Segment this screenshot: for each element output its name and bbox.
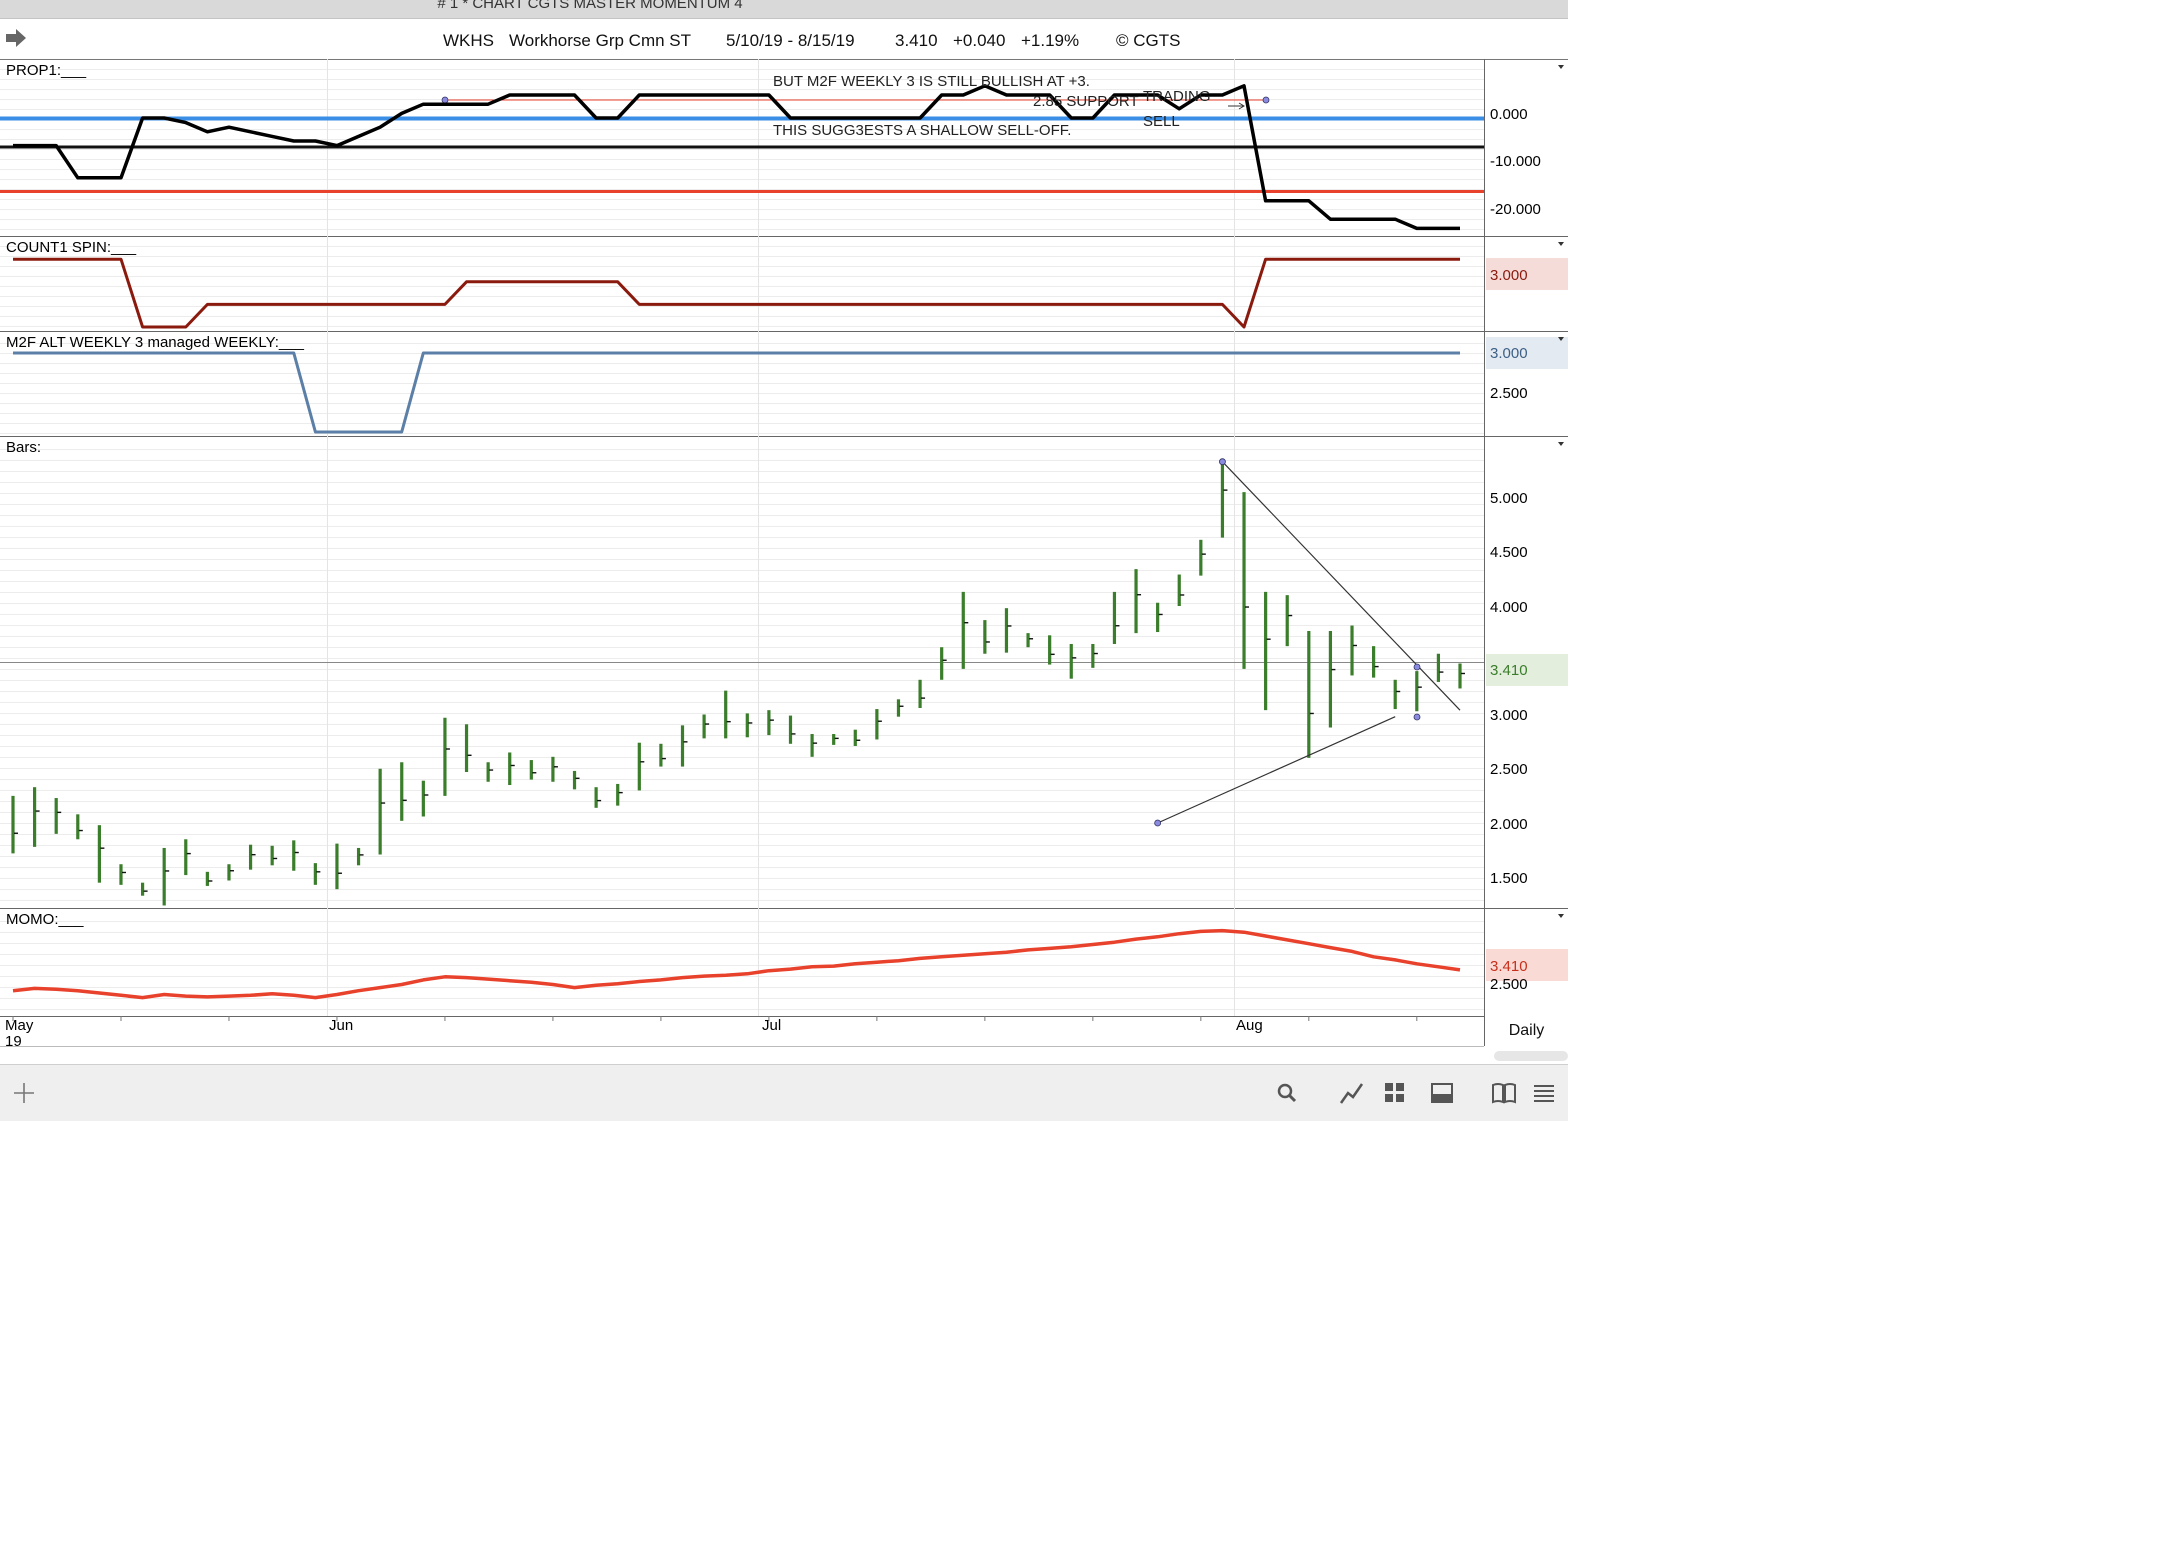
add-icon[interactable] <box>10 1079 38 1107</box>
momo-value-box <box>1486 949 1568 981</box>
momo-value: 3.410 <box>1490 958 1528 975</box>
momo-series <box>12 928 1461 1000</box>
window-titlebar: # 1 * CHART CGTS MASTER MOMENTUM 4 <box>0 0 1568 19</box>
period-label[interactable]: Daily <box>1508 1022 1545 1039</box>
bars-tick-6: 1.500 <box>1490 870 1528 887</box>
prop1-menu-icon[interactable] <box>1558 65 1564 69</box>
bars-value: 3.410 <box>1490 662 1528 679</box>
last-price: 3.410 <box>895 31 938 50</box>
bars-label: Bars: <box>6 439 41 456</box>
chart-svg[interactable]: PROP1:___ COUNT1 SPIN:___ M2F ALT WEEKLY… <box>0 0 1568 1064</box>
trendlines[interactable] <box>1154 458 1461 827</box>
prop1-label: PROP1:___ <box>6 62 87 79</box>
grid-icon[interactable] <box>1381 1079 1409 1107</box>
support-handle <box>1413 713 1421 721</box>
date-range: 5/10/19 - 8/15/19 <box>726 31 855 50</box>
support-handle <box>1154 819 1162 827</box>
price-bars <box>11 458 1465 906</box>
m2f-series <box>13 351 1460 434</box>
info-bar: WKHS Workhorse Grp Cmn ST 5/10/19 - 8/15… <box>0 19 1568 60</box>
percent-change: +1.19% <box>1021 31 1080 50</box>
search-icon[interactable] <box>1273 1079 1301 1107</box>
bars-tick-3: 3.000 <box>1490 707 1528 724</box>
window-title: # 1 * CHART CGTS MASTER MOMENTUM 4 <box>437 0 743 12</box>
symbol: WKHS <box>443 31 494 50</box>
bars-tick-1: 4.500 <box>1490 544 1528 561</box>
bars-value-box <box>1486 654 1568 686</box>
count1-menu-icon[interactable] <box>1558 242 1564 246</box>
layout-icon[interactable] <box>1428 1079 1456 1107</box>
chart-line-icon[interactable] <box>1338 1079 1366 1107</box>
book-icon[interactable] <box>1490 1079 1518 1107</box>
support-level-handle-right[interactable] <box>1262 96 1270 104</box>
momo-line <box>12 928 1461 1000</box>
annotation-sell[interactable]: SELL <box>1143 113 1180 130</box>
annotation-support[interactable]: 2.85 SUPPORT <box>1033 93 1139 110</box>
xaxis-year: 19 <box>5 1033 22 1050</box>
trading-arrow-head <box>1238 102 1245 110</box>
momo-tick-0: 2.500 <box>1490 976 1528 993</box>
momo-label: MOMO:___ <box>6 911 84 928</box>
annotation-line2[interactable]: THIS SUGG3ESTS A SHALLOW SELL-OFF. <box>773 122 1071 139</box>
annotation-line1[interactable]: BUT M2F WEEKLY 3 IS STILL BULLISH AT +3. <box>773 73 1090 90</box>
price-change: +0.040 <box>953 31 1006 50</box>
horizontal-scrollbar[interactable] <box>1494 1051 1568 1061</box>
bars-tick-5: 2.000 <box>1490 816 1528 833</box>
arrow-right-icon[interactable] <box>4 28 28 48</box>
prop1-tick-0: 0.000 <box>1490 106 1528 123</box>
prop1-tick-2: -20.000 <box>1490 201 1541 218</box>
annotation-trading[interactable]: TRADING <box>1143 88 1211 105</box>
prop1-line <box>13 84 1460 231</box>
count1-value: 3.000 <box>1490 267 1528 284</box>
bottom-toolbar <box>0 1064 1568 1121</box>
m2f-menu-icon[interactable] <box>1558 337 1564 341</box>
company-name: Workhorse Grp Cmn ST <box>509 31 692 50</box>
m2f-value-box <box>1486 337 1568 369</box>
resistance-handle <box>1219 458 1226 466</box>
bars-tick-0: 5.000 <box>1490 490 1528 507</box>
m2f-value: 3.000 <box>1490 345 1528 362</box>
prop1-tick-1: -10.000 <box>1490 153 1541 170</box>
xaxis-may: May <box>5 1017 34 1034</box>
xaxis-aug: Aug <box>1236 1017 1263 1034</box>
count1-series <box>13 257 1460 329</box>
menu-list-icon[interactable] <box>1530 1079 1558 1107</box>
m2f-tick-0: 2.500 <box>1490 385 1528 402</box>
bars-tick-2: 4.000 <box>1490 599 1528 616</box>
m2f-line <box>13 351 1460 434</box>
copyright: © CGTS <box>1116 31 1181 50</box>
count1-value-box <box>1486 258 1568 290</box>
resistance-handle <box>1413 663 1421 671</box>
bars-tick-4: 2.500 <box>1490 761 1528 778</box>
support-trendline <box>1157 716 1396 824</box>
prop1-series <box>13 84 1460 231</box>
count1-line <box>13 257 1460 329</box>
momo-menu-icon[interactable] <box>1558 914 1564 918</box>
xaxis-jun: Jun <box>329 1017 353 1034</box>
m2f-label: M2F ALT WEEKLY 3 managed WEEKLY:___ <box>6 334 305 351</box>
bars-menu-icon[interactable] <box>1558 442 1564 446</box>
xaxis-jul: Jul <box>762 1017 781 1034</box>
resistance-trendline <box>1221 461 1461 711</box>
count1-label: COUNT1 SPIN:___ <box>6 239 137 256</box>
support-level-handle-left[interactable] <box>441 96 449 104</box>
